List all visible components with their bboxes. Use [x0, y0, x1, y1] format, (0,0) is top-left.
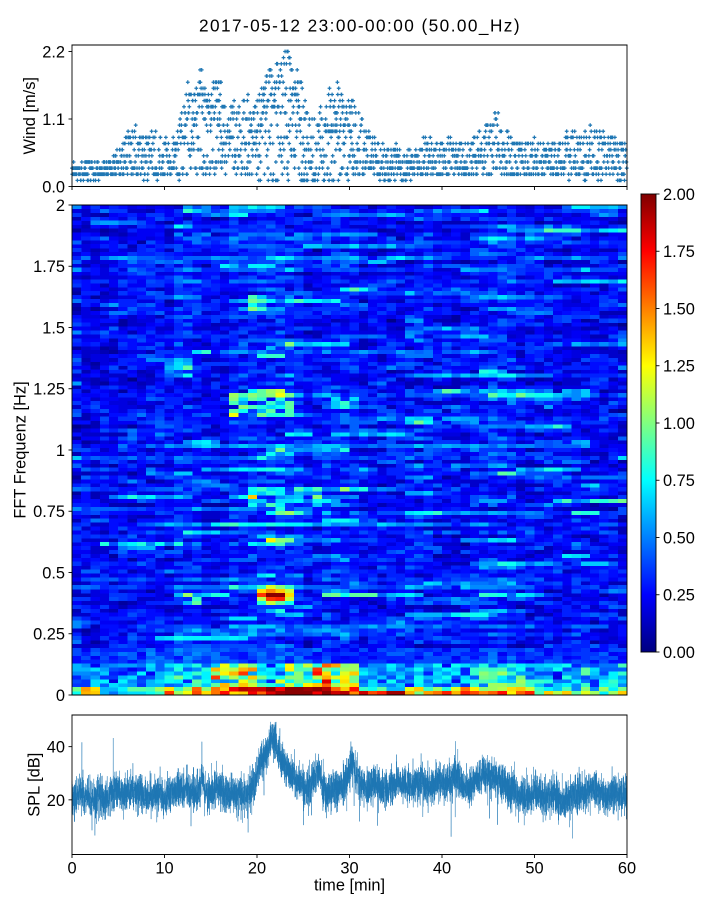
- svg-text:0: 0: [67, 859, 76, 877]
- svg-text:0.0: 0.0: [42, 178, 65, 196]
- svg-text:FFT Frequenz [Hz]: FFT Frequenz [Hz]: [12, 381, 30, 518]
- svg-text:1.00: 1.00: [663, 415, 695, 433]
- svg-text:Wind [m/s]: Wind [m/s]: [21, 77, 39, 154]
- svg-text:1.25: 1.25: [663, 358, 695, 376]
- svg-text:20: 20: [248, 859, 266, 877]
- svg-text:0.25: 0.25: [33, 626, 65, 644]
- svg-text:40: 40: [433, 859, 451, 877]
- svg-text:60: 60: [618, 859, 636, 877]
- svg-text:20: 20: [47, 792, 65, 810]
- svg-text:2017-05-12 23:00-00:00 (50.00_: 2017-05-12 23:00-00:00 (50.00_Hz): [199, 16, 521, 36]
- svg-text:time [min]: time [min]: [314, 877, 385, 895]
- svg-text:1.25: 1.25: [33, 381, 65, 399]
- svg-text:1.50: 1.50: [663, 300, 695, 318]
- svg-text:1.75: 1.75: [663, 243, 695, 261]
- svg-text:1.1: 1.1: [42, 111, 65, 129]
- svg-text:SPL [dB]: SPL [dB]: [25, 753, 43, 817]
- svg-text:0: 0: [56, 687, 65, 705]
- svg-text:1.75: 1.75: [33, 258, 65, 276]
- svg-text:0.00: 0.00: [663, 644, 695, 662]
- svg-text:0.75: 0.75: [33, 503, 65, 521]
- svg-text:0.50: 0.50: [663, 529, 695, 547]
- svg-text:2.2: 2.2: [42, 43, 65, 61]
- svg-text:10: 10: [155, 859, 173, 877]
- svg-text:0.5: 0.5: [42, 564, 65, 582]
- svg-text:0.25: 0.25: [663, 587, 695, 605]
- svg-text:30: 30: [340, 859, 358, 877]
- svg-text:1.5: 1.5: [42, 319, 65, 337]
- svg-text:50: 50: [525, 859, 543, 877]
- svg-text:40: 40: [47, 739, 65, 757]
- svg-text:2.00: 2.00: [663, 186, 695, 204]
- svg-text:1: 1: [56, 442, 65, 460]
- svg-text:2: 2: [56, 197, 65, 215]
- svg-text:0.75: 0.75: [663, 472, 695, 490]
